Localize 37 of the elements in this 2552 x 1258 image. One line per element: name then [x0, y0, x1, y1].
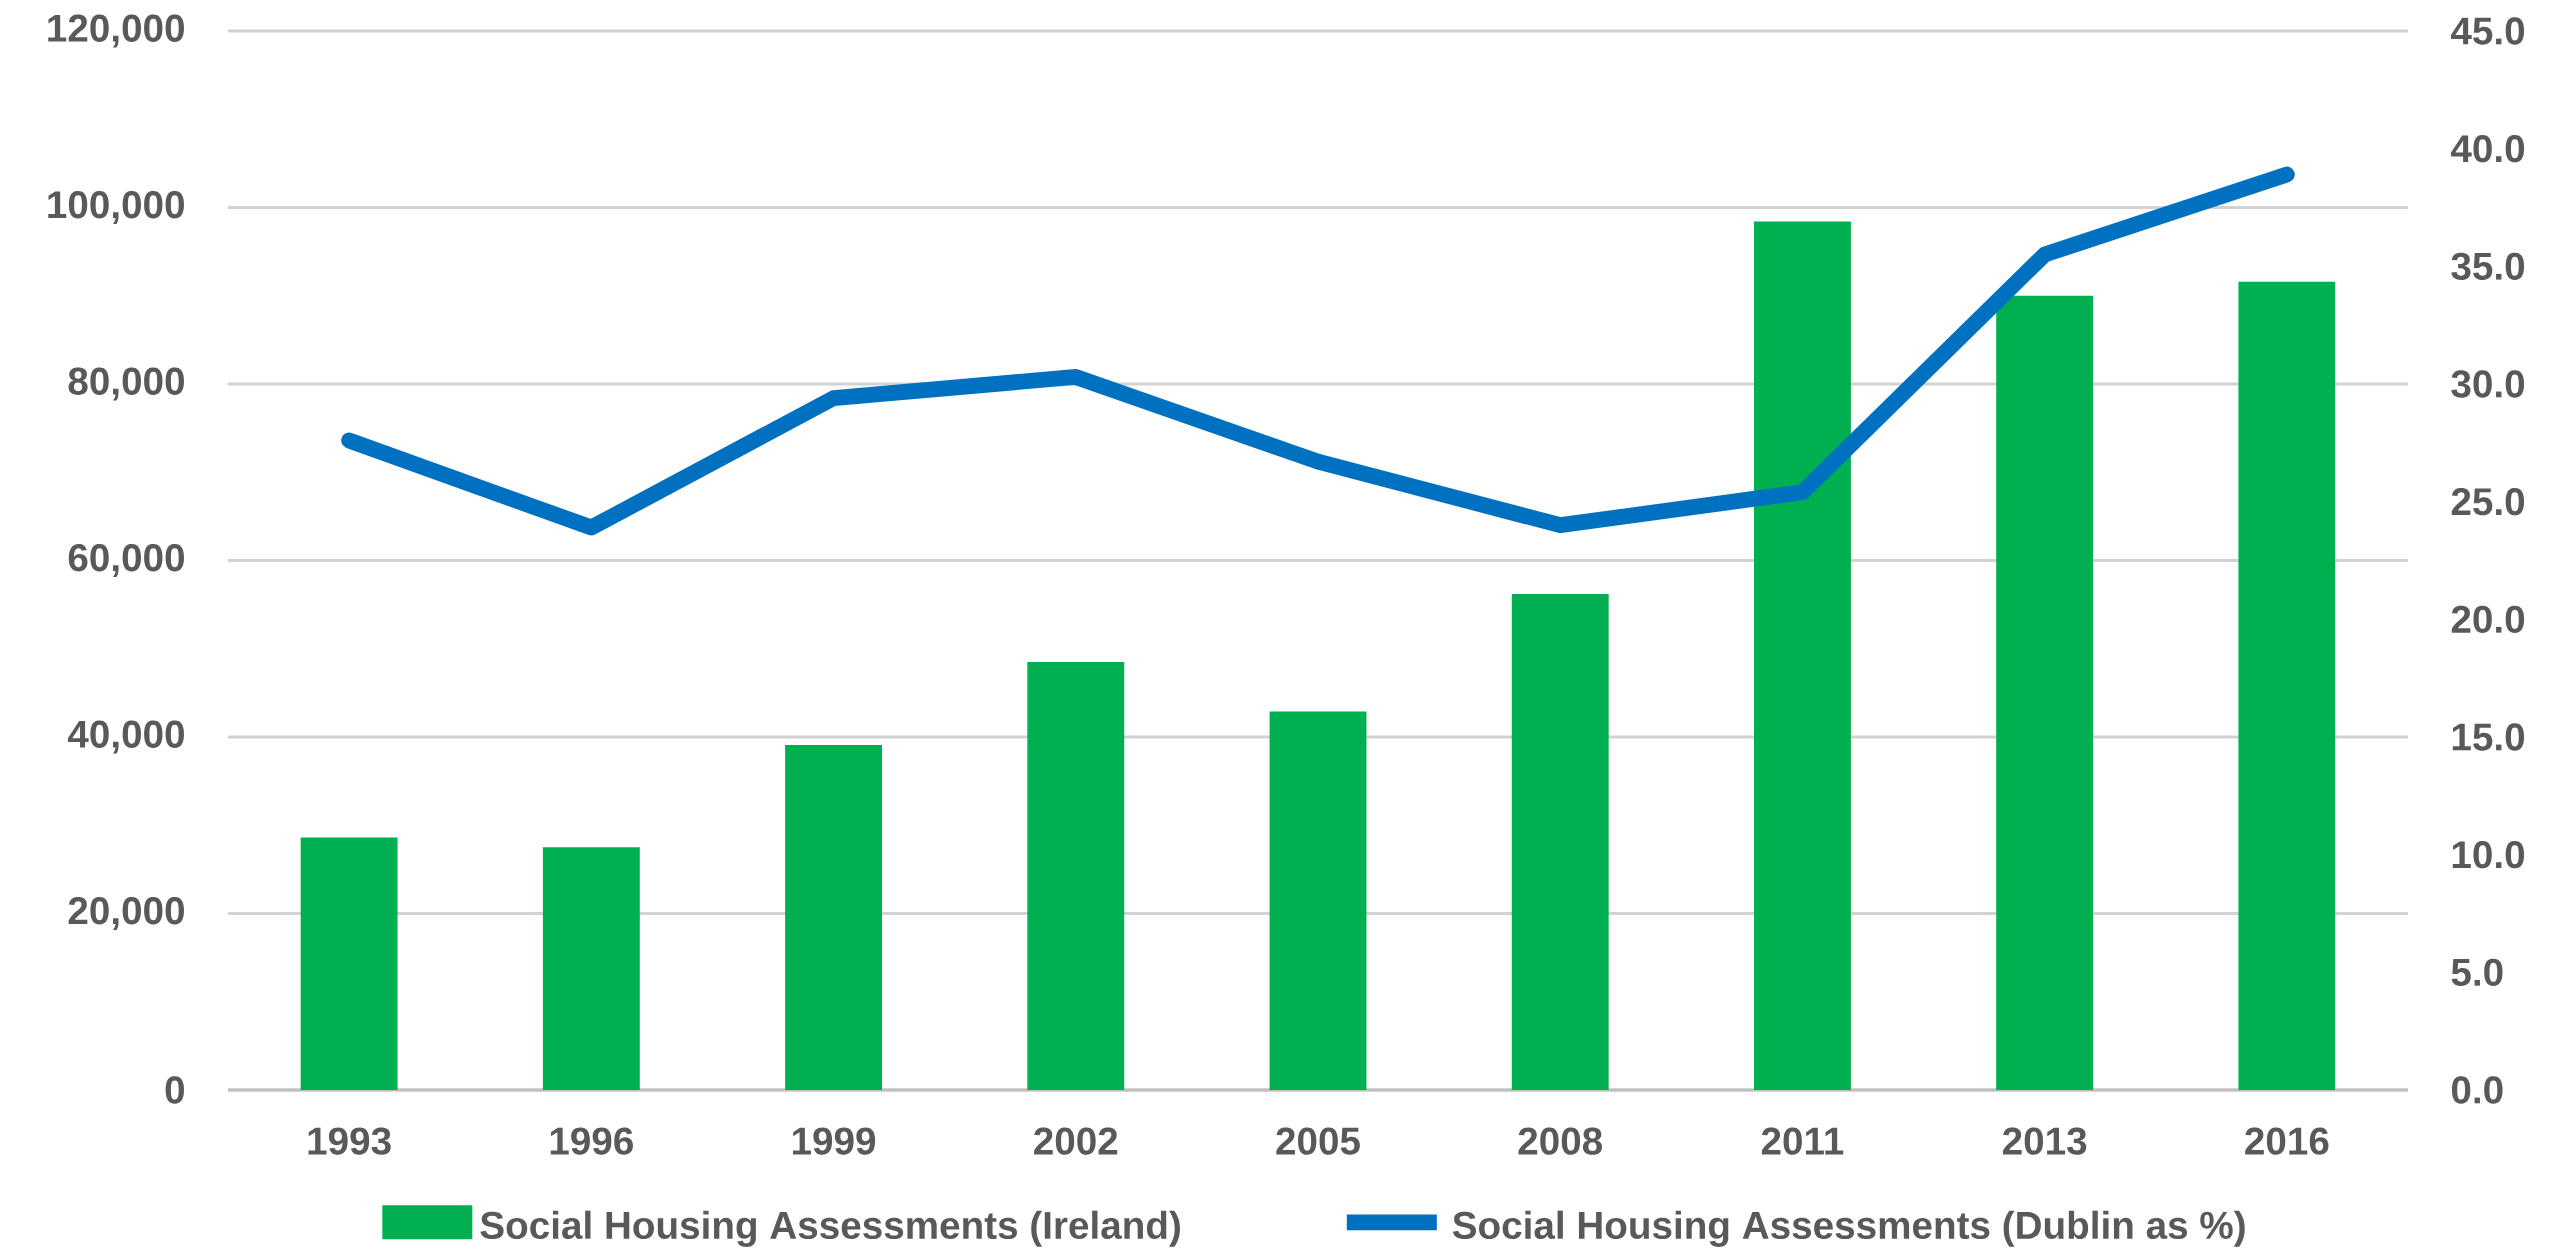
- legend-label: Social Housing Assessments (Ireland): [480, 1210, 1180, 1247]
- x-tick-label: 1996: [550, 1127, 633, 1155]
- bar: [2238, 281, 2336, 1090]
- x-tick-label: 2016: [2245, 1127, 2329, 1155]
- bar: [300, 837, 398, 1090]
- x-tick-label: 2013: [2002, 1127, 2087, 1155]
- y2-tick-label: 25.0: [2451, 488, 2525, 516]
- y2-tick-label: 30.0: [2451, 370, 2525, 398]
- y-tick-label: 120,000: [48, 14, 184, 48]
- bar: [1269, 711, 1367, 1090]
- y2-tick-label: 40.0: [2451, 135, 2525, 163]
- y-tick-label: 100,000: [48, 191, 184, 225]
- y2-tick-label: 45.0: [2451, 17, 2525, 45]
- bar: [542, 847, 640, 1090]
- x-tick-label: 2008: [1518, 1127, 1602, 1155]
- x-tick-label: 1993: [308, 1127, 391, 1155]
- y2-tick-label: 10.0: [2452, 841, 2525, 869]
- y-tick-label: 0: [165, 1076, 184, 1104]
- x-tick-label: 2005: [1276, 1127, 1360, 1155]
- y2-tick-label: 0.0: [2451, 1076, 2503, 1104]
- y-tick-label: 20,000: [68, 897, 184, 931]
- y-tick-label: 60,000: [68, 544, 184, 578]
- legend-label: Social Housing Assessments (Dublin as %): [1452, 1210, 2245, 1247]
- y2-tick-label: 35.0: [2451, 252, 2525, 281]
- bar: [785, 744, 882, 1090]
- y-tick-label: 80,000: [68, 367, 184, 401]
- x-tick-label: 2011: [1761, 1127, 1844, 1155]
- x-tick-label: 1999: [792, 1127, 876, 1155]
- bar: [1027, 661, 1125, 1090]
- y-tick-label: 40,000: [67, 720, 184, 754]
- x-tick-label: 2002: [1034, 1127, 1118, 1155]
- y2-tick-label: 20.0: [2451, 605, 2525, 634]
- y2-tick-label: 15.0: [2452, 723, 2525, 751]
- bar: [1511, 594, 1609, 1090]
- bar: [1754, 221, 1851, 1090]
- bar: [1996, 295, 2094, 1090]
- y2-tick-label: 5.0: [2451, 958, 2503, 987]
